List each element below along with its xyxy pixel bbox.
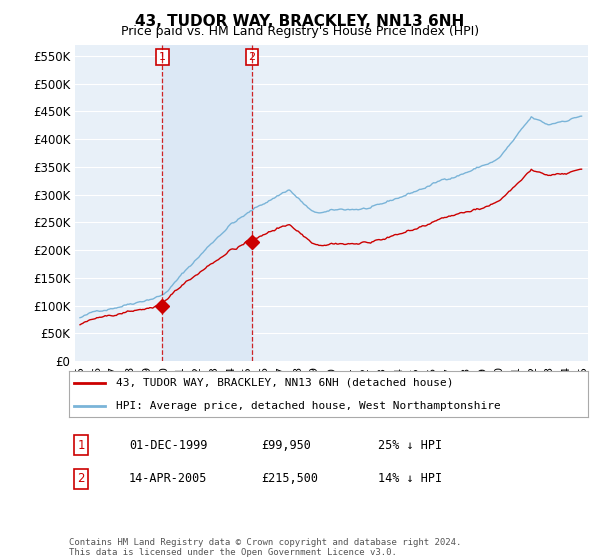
Text: 1: 1 (159, 52, 166, 62)
Text: 1: 1 (77, 438, 85, 452)
Text: £99,950: £99,950 (261, 438, 311, 452)
Text: Contains HM Land Registry data © Crown copyright and database right 2024.
This d: Contains HM Land Registry data © Crown c… (69, 538, 461, 557)
Text: 43, TUDOR WAY, BRACKLEY, NN13 6NH: 43, TUDOR WAY, BRACKLEY, NN13 6NH (136, 14, 464, 29)
Text: 43, TUDOR WAY, BRACKLEY, NN13 6NH (detached house): 43, TUDOR WAY, BRACKLEY, NN13 6NH (detac… (116, 378, 453, 388)
Text: 01-DEC-1999: 01-DEC-1999 (129, 438, 208, 452)
Text: 14% ↓ HPI: 14% ↓ HPI (378, 472, 442, 486)
Text: £215,500: £215,500 (261, 472, 318, 486)
Text: 2: 2 (77, 472, 85, 486)
Bar (163, 45, 252, 361)
Text: Price paid vs. HM Land Registry's House Price Index (HPI): Price paid vs. HM Land Registry's House … (121, 25, 479, 38)
Text: 25% ↓ HPI: 25% ↓ HPI (378, 438, 442, 452)
Text: 2: 2 (248, 52, 256, 62)
Text: HPI: Average price, detached house, West Northamptonshire: HPI: Average price, detached house, West… (116, 401, 500, 410)
Text: 14-APR-2005: 14-APR-2005 (129, 472, 208, 486)
